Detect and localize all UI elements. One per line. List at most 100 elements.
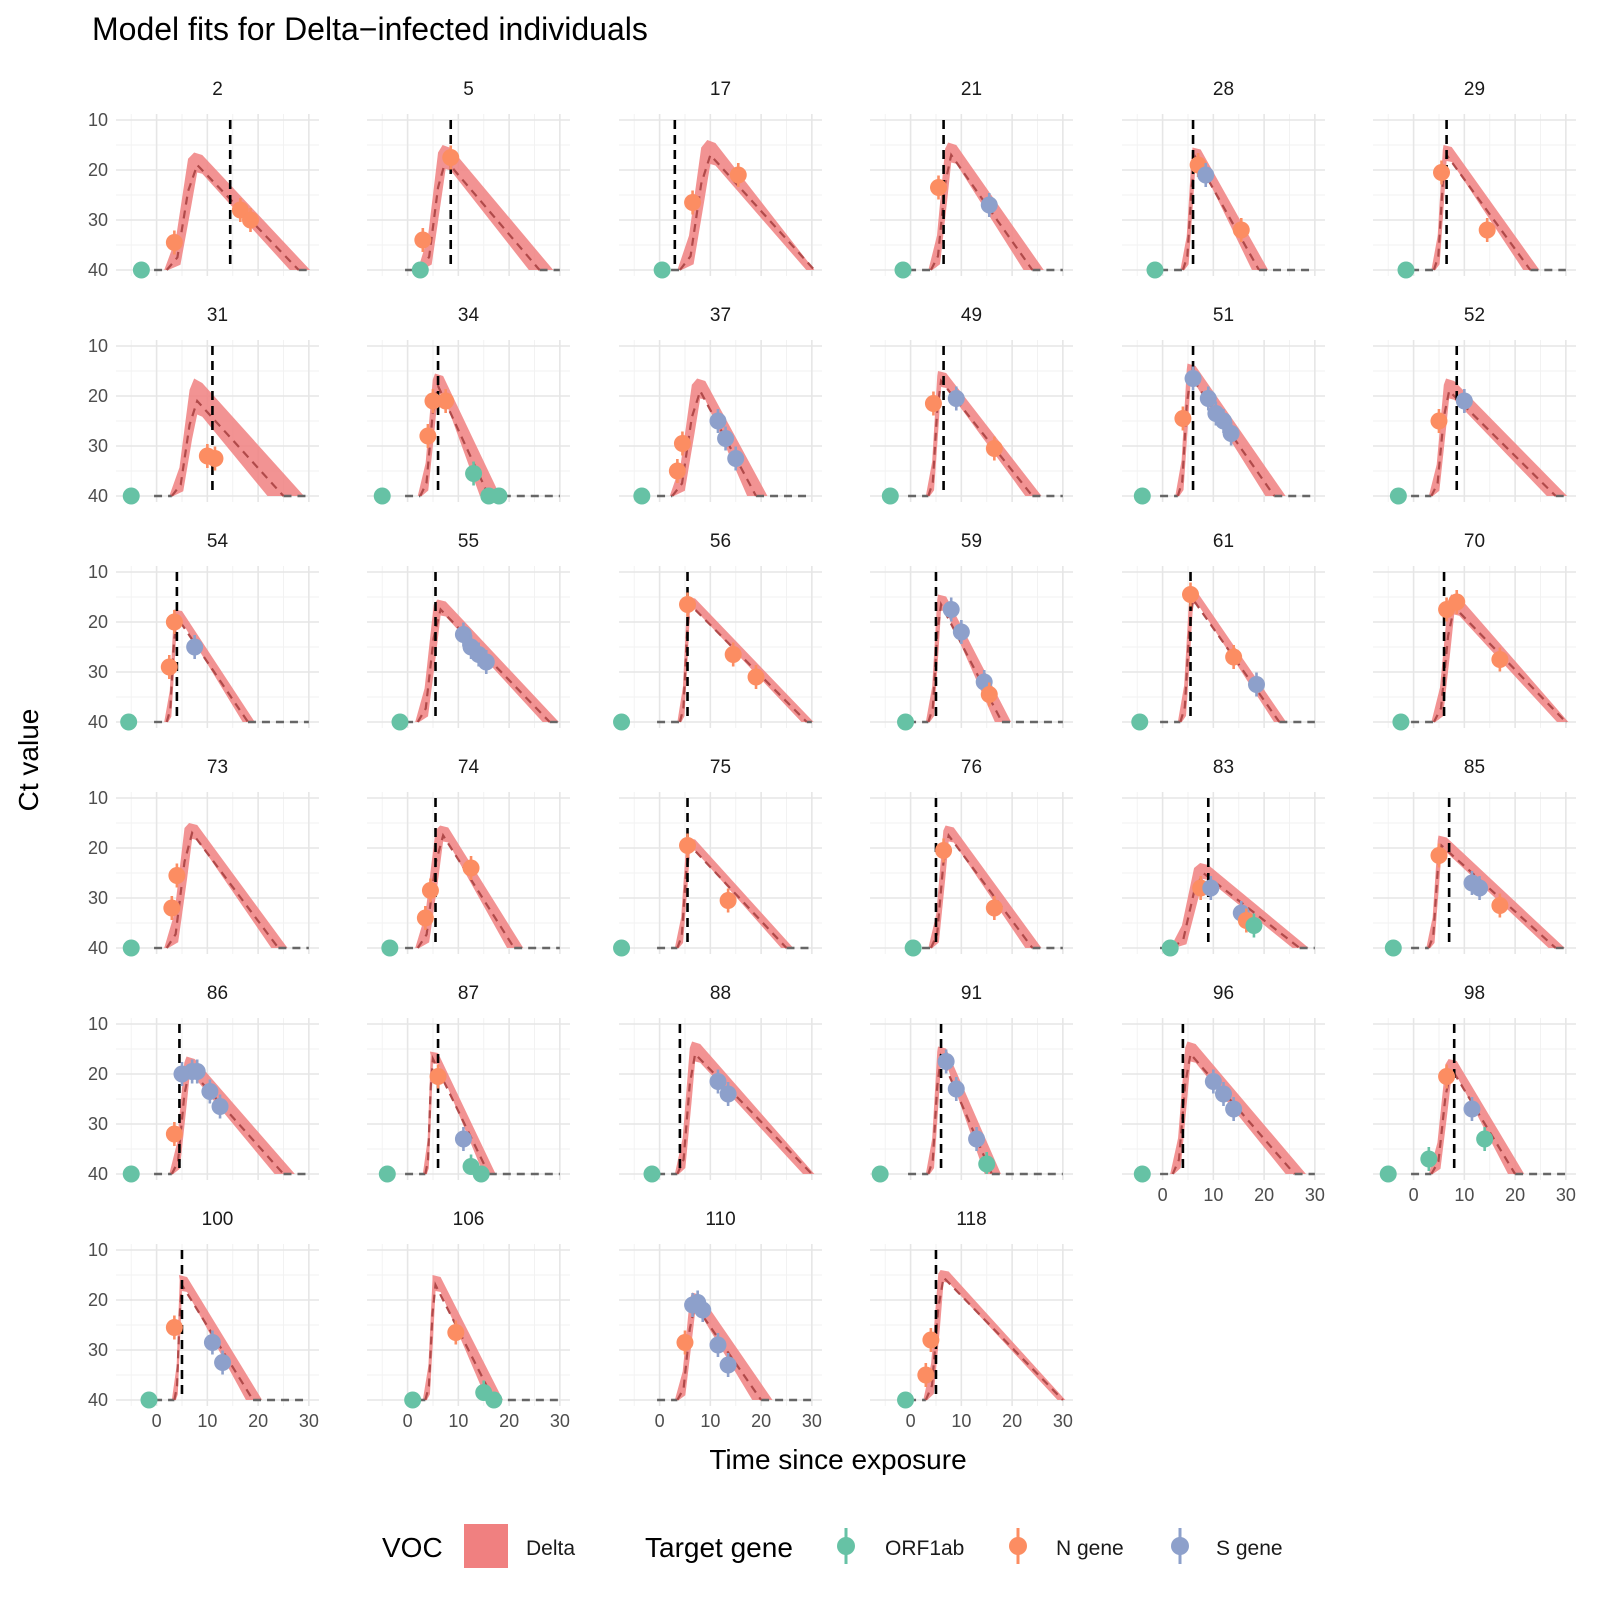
data-point bbox=[985, 436, 1003, 461]
data-point bbox=[904, 939, 922, 957]
point-marker bbox=[447, 1324, 465, 1341]
point-marker bbox=[1476, 1130, 1494, 1148]
point-marker bbox=[709, 412, 727, 430]
point-marker bbox=[968, 1130, 986, 1148]
panel-label: 83 bbox=[1213, 757, 1234, 778]
data-point bbox=[679, 833, 697, 858]
point-marker bbox=[165, 1319, 183, 1336]
credible-ribbon bbox=[1170, 863, 1309, 948]
panel-29: 29 bbox=[1373, 79, 1576, 279]
data-point bbox=[1202, 876, 1220, 900]
legend-key-n-gene bbox=[1009, 1528, 1027, 1564]
credible-ribbon bbox=[415, 825, 524, 948]
panel-grid bbox=[116, 792, 319, 954]
credible-ribbon bbox=[923, 1270, 1066, 1400]
x-tick-label: 20 bbox=[1505, 1185, 1525, 1205]
point-marker bbox=[1384, 939, 1402, 957]
point-marker bbox=[122, 1165, 140, 1183]
panel-label: 86 bbox=[207, 983, 228, 1004]
x-tick-label: 0 bbox=[1409, 1185, 1419, 1205]
credible-ribbon bbox=[1426, 835, 1565, 948]
panel-grid bbox=[870, 792, 1073, 954]
data-point bbox=[168, 863, 186, 888]
point-marker bbox=[679, 837, 697, 854]
point-marker bbox=[684, 194, 702, 211]
point-marker bbox=[419, 427, 437, 445]
point-marker bbox=[1161, 939, 1179, 957]
y-tick-label: 40 bbox=[88, 486, 108, 506]
data-point bbox=[419, 424, 437, 448]
data-point bbox=[165, 1315, 183, 1340]
point-marker bbox=[214, 1354, 232, 1371]
point-marker bbox=[373, 487, 391, 505]
point-marker bbox=[947, 390, 965, 407]
panel-label: 29 bbox=[1464, 79, 1485, 100]
x-tick-label: 0 bbox=[1158, 1185, 1168, 1205]
panel-grid bbox=[367, 1244, 570, 1406]
panel-label: 87 bbox=[458, 983, 479, 1004]
panel-label: 51 bbox=[1213, 305, 1234, 326]
data-point bbox=[414, 228, 432, 252]
y-tick-label: 30 bbox=[88, 1114, 108, 1134]
point-marker bbox=[894, 261, 912, 279]
median-fit bbox=[1432, 604, 1567, 723]
data-point bbox=[881, 487, 899, 505]
panel-87: 87 bbox=[367, 983, 570, 1183]
panel-86: 86 10 20 30 40 bbox=[88, 983, 319, 1184]
credible-ribbon bbox=[169, 378, 305, 496]
x-tick-label: 20 bbox=[248, 1411, 268, 1431]
point-marker bbox=[719, 1085, 737, 1103]
chart-title: Model fits for Delta−infected individual… bbox=[92, 11, 648, 47]
point-marker bbox=[391, 713, 409, 731]
x-tick-label: 20 bbox=[1254, 1185, 1274, 1205]
point-marker bbox=[437, 392, 455, 410]
point-marker bbox=[165, 613, 183, 631]
panel-56: 56 bbox=[613, 531, 822, 731]
data-point bbox=[462, 856, 480, 880]
data-point bbox=[709, 1333, 727, 1357]
x-tick-label: 30 bbox=[299, 1411, 319, 1431]
data-point bbox=[1448, 590, 1466, 614]
panel-label: 75 bbox=[710, 757, 731, 778]
point-marker bbox=[140, 1391, 158, 1409]
panel-5: 5 bbox=[367, 79, 570, 279]
point-marker bbox=[1471, 879, 1489, 897]
point-marker bbox=[477, 653, 495, 671]
point-marker bbox=[719, 1356, 737, 1374]
data-point bbox=[1397, 261, 1415, 279]
data-point bbox=[1392, 713, 1410, 731]
credible-ribbon bbox=[1431, 145, 1540, 270]
y-tick-label: 20 bbox=[88, 612, 108, 632]
x-tick-label: 10 bbox=[951, 1411, 971, 1431]
panel-grid bbox=[619, 1018, 822, 1180]
point-marker bbox=[201, 1083, 219, 1100]
point-marker bbox=[717, 430, 735, 447]
panel-83: 83 bbox=[1122, 757, 1325, 957]
panel-label: 56 bbox=[710, 531, 731, 552]
panel-label: 2 bbox=[212, 79, 223, 100]
panel-label: 85 bbox=[1464, 757, 1485, 778]
point-marker bbox=[165, 1125, 183, 1143]
x-tick-label: 10 bbox=[448, 1411, 468, 1431]
panel-label: 100 bbox=[202, 1209, 234, 1230]
data-point bbox=[1222, 421, 1240, 446]
point-marker bbox=[937, 1053, 955, 1070]
point-marker bbox=[643, 1165, 661, 1183]
data-point bbox=[1430, 843, 1448, 868]
point-marker bbox=[978, 1155, 996, 1173]
panel-label: 106 bbox=[453, 1209, 485, 1230]
x-tick-label: 0 bbox=[403, 1411, 413, 1431]
data-point bbox=[1197, 163, 1215, 187]
point-marker bbox=[1215, 1085, 1232, 1103]
panel-grid bbox=[116, 566, 319, 728]
data-point bbox=[924, 391, 942, 416]
point-marker bbox=[122, 487, 140, 505]
data-point bbox=[1232, 218, 1250, 242]
y-tick-label: 40 bbox=[88, 712, 108, 732]
point-marker bbox=[1247, 676, 1265, 693]
data-point bbox=[485, 1391, 503, 1409]
point-marker bbox=[881, 487, 899, 505]
data-point bbox=[643, 1165, 661, 1183]
median-fit bbox=[929, 832, 1034, 949]
point-marker bbox=[917, 1366, 935, 1384]
